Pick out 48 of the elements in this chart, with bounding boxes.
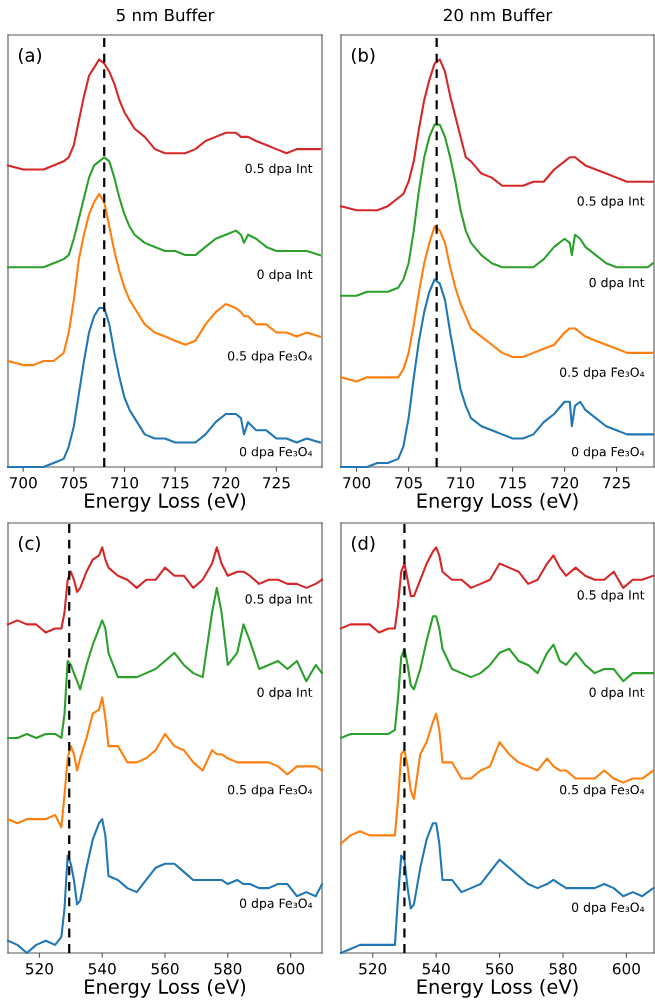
- series-label: 0 dpa Int: [589, 687, 645, 700]
- x-tick-label: 715: [499, 477, 526, 489]
- series-label: 0 dpa Fe₃O₄: [239, 446, 313, 459]
- series-label: 0.5 dpa Fe₃O₄: [560, 367, 645, 380]
- series-label: 0 dpa Fe₃O₄: [571, 902, 645, 915]
- x-axis-title: Energy Loss (eV): [417, 492, 578, 512]
- series-label: 0 dpa Fe₃O₄: [239, 898, 313, 911]
- x-tick-label: 600: [612, 962, 640, 975]
- series-label: 0 dpa Fe₃O₄: [571, 446, 645, 459]
- x-tick-label: 715: [161, 477, 189, 489]
- annotation: (c): [18, 535, 40, 552]
- annotation: (a): [18, 47, 42, 65]
- series-label: 0.5 dpa Fe₃O₄: [227, 350, 313, 364]
- x-tick-label: 560: [486, 962, 514, 975]
- x-axis-title: Energy Loss (eV): [85, 492, 246, 512]
- x-tick-label: 710: [111, 476, 139, 489]
- x-tick-label: 600: [277, 962, 305, 975]
- x-tick-label: 710: [447, 476, 475, 489]
- x-tick-label: 520: [359, 962, 387, 975]
- x-axis-title: Energy Loss (eV): [85, 978, 246, 998]
- x-tick-label: 725: [263, 476, 290, 489]
- series-label: 0 dpa Int: [257, 269, 313, 282]
- chart-title: 20 nm Buffer: [444, 8, 553, 22]
- series-label: 0.5 dpa Fe₃O₄: [560, 784, 645, 797]
- x-tick-label: 700: [343, 476, 371, 489]
- x-tick-label: 540: [422, 962, 450, 975]
- x-axis-title: Energy Loss (eV): [417, 978, 578, 998]
- x-tick-label: 580: [549, 962, 577, 975]
- series-label: 0.5 dpa Int: [245, 163, 313, 176]
- series-label: 0 dpa Int: [589, 277, 645, 290]
- series-label: 0.5 dpa Int: [577, 196, 645, 209]
- x-tick-label: 720: [212, 476, 240, 489]
- annotation: (b): [351, 47, 375, 65]
- x-tick-label: 540: [88, 962, 116, 975]
- x-tick-label: 705: [395, 476, 422, 489]
- chart-title: 5 nm Buffer: [116, 8, 215, 22]
- annotation: (d): [351, 535, 375, 552]
- x-tick-label: 520: [26, 962, 53, 975]
- x-tick-label: 560: [151, 962, 179, 975]
- series-label: 0.5 dpa Int: [245, 594, 313, 607]
- x-tick-label: 720: [551, 476, 579, 489]
- x-tick-label: 580: [214, 962, 242, 975]
- series-label: 0.5 dpa Int: [577, 589, 645, 603]
- series-label: 0 dpa Int: [257, 687, 313, 700]
- x-tick-label: 700: [9, 476, 37, 489]
- series-label: 0.5 dpa Fe₃O₄: [227, 784, 313, 797]
- x-tick-label: 725: [603, 476, 630, 489]
- x-tick-label: 705: [60, 476, 88, 489]
